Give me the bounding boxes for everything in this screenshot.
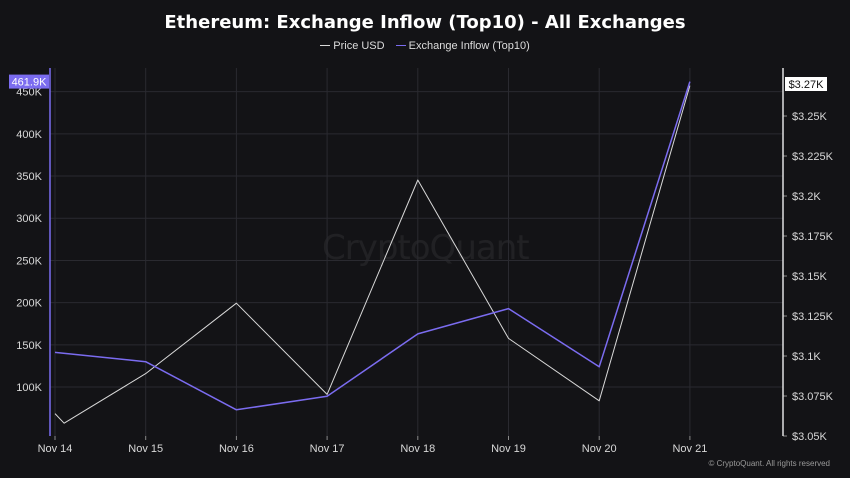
exchange-inflow-line — [54, 81, 691, 411]
legend-item-inflow[interactable]: Exchange Inflow (Top10) — [395, 40, 530, 52]
x-tick-label: Nov 21 — [672, 443, 707, 455]
y-right-tick-label: $3.125K — [792, 311, 834, 323]
x-tick-label: Nov 19 — [491, 443, 526, 455]
y-right-tick-label: $3.25K — [792, 111, 828, 123]
y-right-tick-label: $3.2K — [792, 191, 821, 203]
copyright-footer: © CryptoQuant. All rights reserved — [708, 459, 831, 468]
grid-lines — [50, 68, 783, 436]
y-left-tick-label: 300K — [16, 213, 42, 225]
y-right-tick-label: $3.175K — [792, 231, 834, 243]
y-left-tick-label: 400K — [16, 129, 42, 141]
y-right-tick-label: $3.15K — [792, 271, 828, 283]
y-left-tick-label: 250K — [16, 255, 42, 267]
x-tick-label: Nov 17 — [310, 443, 345, 455]
y-right-tick-label: $3.1K — [792, 351, 821, 363]
y-right-tick-label: $3.075K — [792, 391, 834, 403]
x-tick-label: Nov 16 — [219, 443, 254, 455]
x-tick-label: Nov 15 — [128, 443, 163, 455]
x-tick-label: Nov 14 — [38, 443, 73, 455]
series-group — [54, 81, 691, 424]
right-current-tag-text: $3.27K — [789, 79, 825, 91]
y-right-tick-label: $3.05K — [792, 431, 828, 443]
current-value-tags: 461.9K $3.27K — [9, 74, 827, 91]
y-left-tick-label: 150K — [16, 340, 42, 352]
legend: Price USD Exchange Inflow (Top10) — [0, 40, 850, 52]
legend-swatch-price — [320, 44, 331, 46]
legend-swatch-inflow — [395, 44, 406, 46]
y-right-tick-label: $3.225K — [792, 151, 834, 163]
legend-label-price: Price USD — [333, 40, 385, 52]
y-left-tick-label: 100K — [16, 382, 42, 394]
chart-title: Ethereum: Exchange Inflow (Top10) - All … — [164, 12, 686, 33]
x-tick-label: Nov 18 — [400, 443, 435, 455]
x-tick-label: Nov 20 — [582, 443, 617, 455]
y-left-tick-label: 450K — [16, 87, 42, 99]
left-current-tag-bg — [9, 74, 49, 89]
price-usd-line — [54, 85, 691, 424]
right-current-tag-bg — [785, 77, 827, 91]
axes: 100K 150K 200K 250K 300K 350K 400K 450K Nov 14 No… — [16, 68, 834, 455]
y-left-tick-label: 350K — [16, 171, 42, 183]
legend-label-inflow: Exchange Inflow (Top10) — [408, 40, 530, 52]
watermark: CryptoQuant — [322, 228, 530, 268]
y-left-tick-label: 200K — [16, 298, 42, 310]
legend-item-price[interactable]: Price USD — [320, 40, 385, 52]
left-current-tag-text: 461.9K — [12, 77, 48, 89]
